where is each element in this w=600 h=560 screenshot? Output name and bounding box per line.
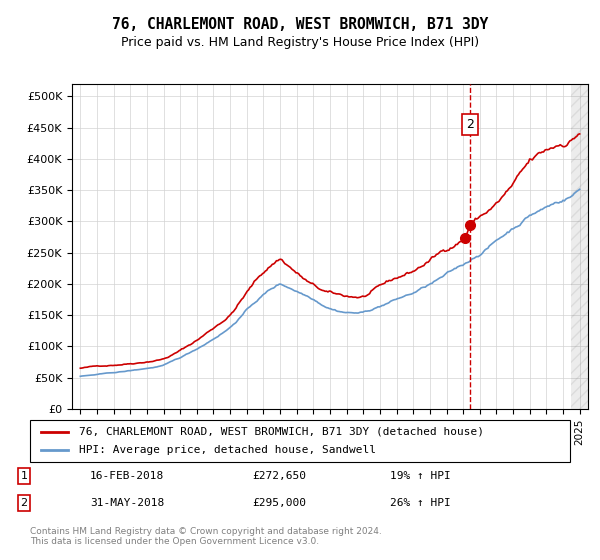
Text: 16-FEB-2018: 16-FEB-2018 — [90, 471, 164, 481]
Text: 2: 2 — [466, 118, 474, 131]
Text: 19% ↑ HPI: 19% ↑ HPI — [390, 471, 451, 481]
Text: 31-MAY-2018: 31-MAY-2018 — [90, 498, 164, 508]
Text: Contains HM Land Registry data © Crown copyright and database right 2024.
This d: Contains HM Land Registry data © Crown c… — [30, 526, 382, 546]
Text: 76, CHARLEMONT ROAD, WEST BROMWICH, B71 3DY: 76, CHARLEMONT ROAD, WEST BROMWICH, B71 … — [112, 17, 488, 32]
Text: 2: 2 — [20, 498, 28, 508]
Text: 76, CHARLEMONT ROAD, WEST BROMWICH, B71 3DY (detached house): 76, CHARLEMONT ROAD, WEST BROMWICH, B71 … — [79, 427, 484, 437]
Bar — [571, 84, 588, 409]
FancyBboxPatch shape — [30, 420, 570, 462]
Text: HPI: Average price, detached house, Sandwell: HPI: Average price, detached house, Sand… — [79, 445, 376, 455]
Text: £272,650: £272,650 — [252, 471, 306, 481]
Text: Price paid vs. HM Land Registry's House Price Index (HPI): Price paid vs. HM Land Registry's House … — [121, 36, 479, 49]
Text: £295,000: £295,000 — [252, 498, 306, 508]
Text: 26% ↑ HPI: 26% ↑ HPI — [390, 498, 451, 508]
Text: 1: 1 — [20, 471, 28, 481]
